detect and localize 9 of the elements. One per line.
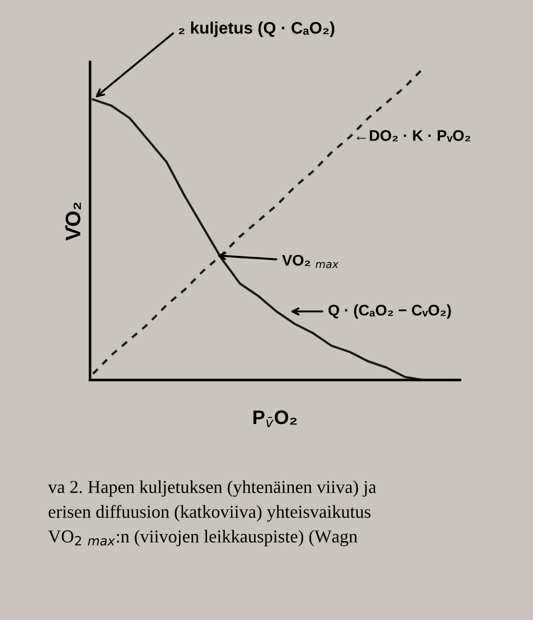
y-axis-title: V̇O₂ (65, 202, 81, 241)
x-axis-title: P$_{v̄}$O₂ (253, 410, 297, 428)
annotation: VO₂ $_{max}$ (282, 254, 339, 268)
text: VO$_{2 max}$:n (viivojen leikkauspiste) (Wagn (48, 530, 358, 546)
annotation: Q · (CₐO₂ − CᵥO₂) (328, 304, 451, 319)
text: va 2. Hapen kuljetuksen (yhtenäinen viiva) ja (48, 480, 376, 497)
text: erisen diffuusion (katkoviiva) yhteisvaikutus (48, 504, 370, 522)
annotation: ←DO₂ · K · PᵥO₂ (356, 130, 470, 142)
chart-title: ₂ kuljetus (Q · CₐO₂) (178, 22, 334, 38)
